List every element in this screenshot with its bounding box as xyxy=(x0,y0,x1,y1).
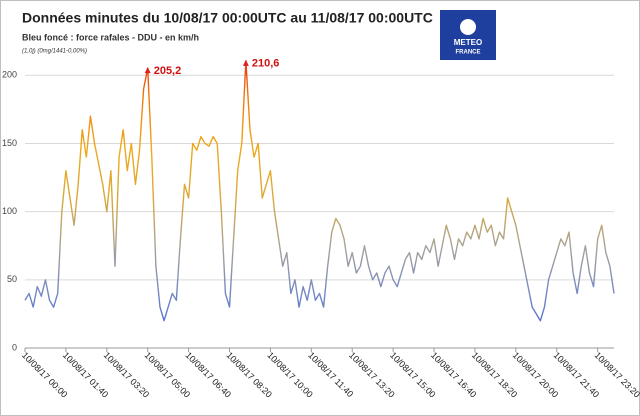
line-series xyxy=(24,60,615,322)
chart-note: (1,0j) (0mg/1441-0,00%) xyxy=(22,49,87,55)
peak-arrow xyxy=(144,67,151,74)
y-tick-label: 50 xyxy=(7,274,17,284)
data-label: 205,2 xyxy=(154,65,182,77)
y-tick-label: 100 xyxy=(2,206,17,216)
y-tick-label: 150 xyxy=(2,138,17,148)
chart-title: Données minutes du 10/08/17 00:00UTC au … xyxy=(22,10,433,26)
logo-text: FRANCE xyxy=(456,50,481,56)
logo-emblem xyxy=(460,19,476,35)
logo-text: METEO xyxy=(454,38,482,47)
data-label: 210,6 xyxy=(252,58,280,70)
chart-subtitle: Bleu foncé : force rafales - DDU - en km… xyxy=(22,32,199,42)
y-tick-label: 0 xyxy=(12,342,17,352)
peak-arrow xyxy=(242,59,249,66)
y-tick-label: 200 xyxy=(2,70,17,80)
